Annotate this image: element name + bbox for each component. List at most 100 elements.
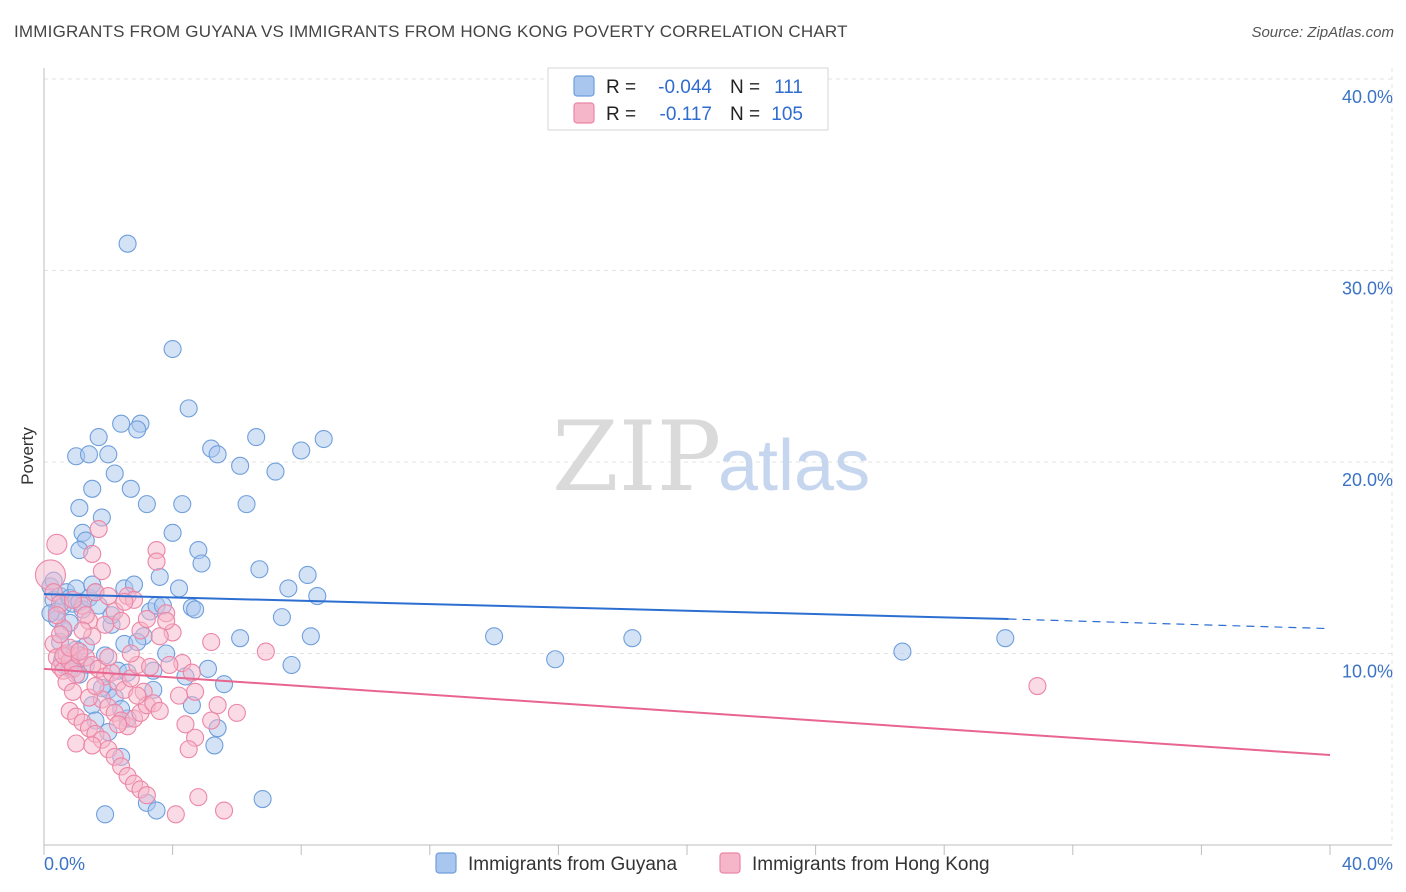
chart-title: IMMIGRANTS FROM GUYANA VS IMMIGRANTS FRO… <box>14 22 848 41</box>
trend-lines <box>43 593 1331 756</box>
point-guyana <box>99 445 118 464</box>
legend-r-value-hongkong: -0.117 <box>660 104 712 125</box>
point-guyana <box>137 495 156 514</box>
point-hongkong <box>176 715 195 734</box>
point-guyana <box>546 650 565 669</box>
point-guyana <box>237 495 256 514</box>
point-guyana <box>179 399 198 418</box>
source-label: Source: ZipAtlas.com <box>1251 24 1394 41</box>
legend-swatch-hongkong <box>573 102 595 124</box>
point-hongkong <box>166 805 185 824</box>
axes <box>43 68 1392 855</box>
point-hongkong <box>202 632 221 652</box>
legend-n-value-guyana: 111 <box>774 77 803 98</box>
x-tick-label: 0.0% <box>44 854 85 874</box>
point-guyana <box>118 234 137 253</box>
point-hongkong <box>92 562 111 581</box>
point-hongkong <box>70 642 89 661</box>
point-guyana <box>186 600 205 619</box>
point-guyana <box>169 579 189 598</box>
point-hongkong <box>83 736 102 755</box>
point-hongkong <box>202 711 221 730</box>
point-guyana <box>163 523 182 542</box>
watermark-atlas: atlas <box>718 426 870 506</box>
legend-n-value-hongkong: 105 <box>771 104 803 125</box>
point-guyana <box>623 629 642 648</box>
point-guyana <box>105 464 124 483</box>
point-hongkong <box>67 734 86 753</box>
point-hongkong <box>99 648 118 667</box>
point-hongkong <box>227 703 246 722</box>
point-hongkong <box>147 552 166 571</box>
point-hongkong <box>160 655 179 675</box>
point-guyana <box>205 736 224 755</box>
legend-r-label: R = <box>606 77 636 98</box>
point-guyana <box>150 567 169 586</box>
point-hongkong <box>108 715 127 734</box>
point-hongkong <box>186 682 205 701</box>
point-guyana <box>214 675 234 694</box>
point-hongkong <box>128 686 147 705</box>
point-hongkong <box>157 611 176 630</box>
point-hongkong <box>256 642 275 661</box>
bottom-legend-guyana: Immigrants from Guyana <box>468 854 677 875</box>
point-guyana <box>272 608 291 627</box>
point-guyana <box>893 642 912 661</box>
point-guyana <box>314 429 333 449</box>
point-hongkong <box>208 696 227 715</box>
x-tick-label: 40.0% <box>1342 854 1393 874</box>
y-tick-label: 40.0% <box>1342 87 1393 107</box>
point-hongkong <box>137 786 156 805</box>
point-hongkong <box>96 615 115 634</box>
point-guyana <box>266 462 285 481</box>
tick-labels: 10.0% 20.0% 30.0% 40.0% 0.0% 40.0% <box>44 87 1393 874</box>
point-hongkong <box>112 611 131 630</box>
point-guyana <box>192 554 211 573</box>
point-guyana <box>112 414 131 433</box>
legend-r-label: R = <box>606 104 636 125</box>
legend: R = -0.044 N = 111 R = -0.117 N = 105 <box>547 67 829 131</box>
point-hongkong <box>46 533 68 555</box>
point-guyana <box>250 560 269 579</box>
point-guyana <box>253 789 272 809</box>
point-hongkong <box>86 677 105 696</box>
point-hongkong <box>51 625 70 644</box>
point-hongkong <box>179 740 198 759</box>
point-guyana <box>96 805 115 824</box>
point-guyana <box>163 339 182 359</box>
point-hongkong <box>189 788 208 807</box>
legend-n-label: N = <box>730 104 760 125</box>
watermark-zip: ZIP <box>552 401 721 513</box>
point-guyana <box>198 659 218 678</box>
bottom-legend-swatch-hongkong <box>719 852 741 874</box>
point-guyana <box>147 801 166 820</box>
point-hongkong <box>121 644 140 663</box>
point-guyana <box>79 445 99 464</box>
y-tick-label: 30.0% <box>1342 279 1393 299</box>
point-guyana <box>231 629 250 648</box>
trend-line-hongkong <box>43 667 1331 756</box>
point-hongkong <box>141 657 160 676</box>
series-hongkong-points <box>34 519 1047 824</box>
point-guyana <box>282 655 301 675</box>
point-hongkong <box>83 544 102 563</box>
point-guyana <box>996 629 1015 648</box>
point-guyana <box>173 495 192 514</box>
point-guyana <box>89 428 108 447</box>
legend-r-value-guyana: -0.044 <box>658 77 712 98</box>
watermark: ZIP atlas <box>552 401 870 513</box>
point-hongkong <box>73 621 92 640</box>
point-guyana <box>279 579 298 598</box>
gridlines <box>44 68 1393 845</box>
point-guyana <box>70 498 89 518</box>
legend-swatch-guyana <box>573 75 595 97</box>
point-hongkong <box>63 682 82 701</box>
point-guyana <box>298 565 317 585</box>
y-tick-label: 20.0% <box>1342 470 1393 490</box>
point-hongkong <box>214 801 234 820</box>
point-guyana <box>128 420 147 439</box>
point-hongkong <box>115 592 134 611</box>
point-guyana <box>121 479 140 498</box>
trend-line-guyana-extension <box>1008 618 1331 630</box>
